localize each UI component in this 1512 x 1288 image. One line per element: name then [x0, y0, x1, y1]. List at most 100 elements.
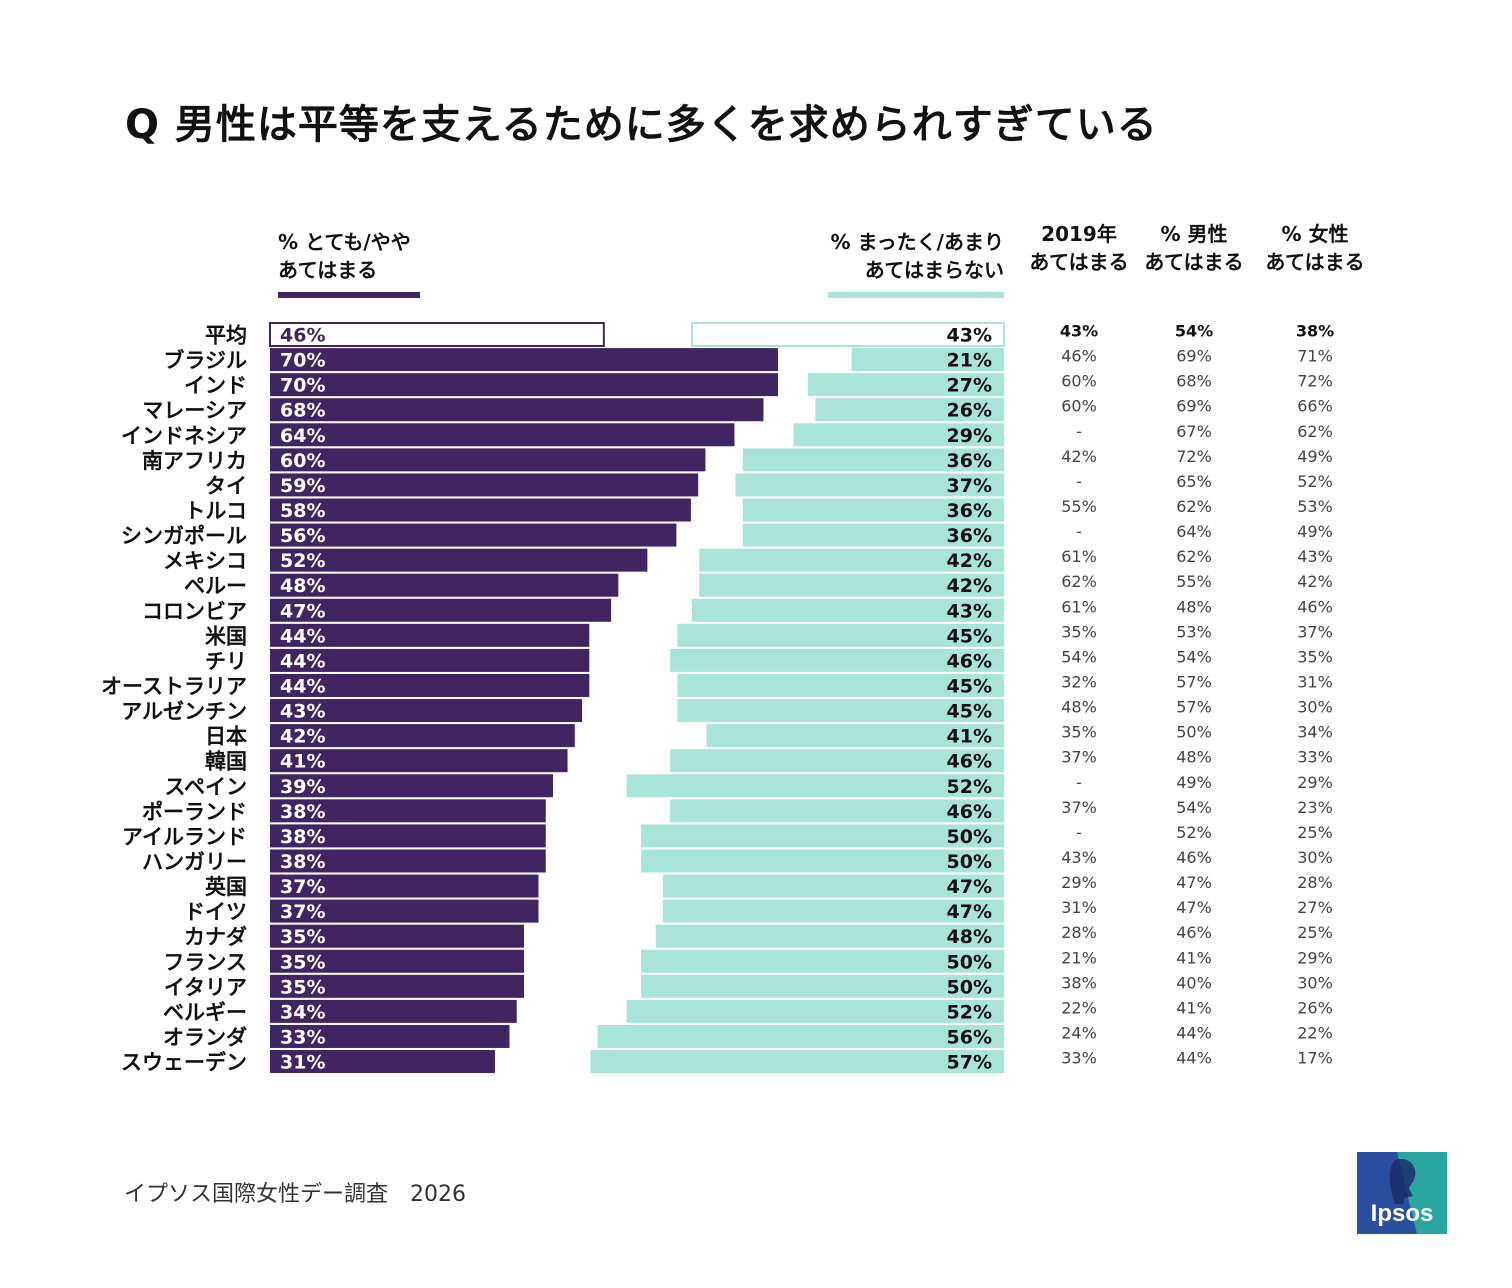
bar-agree [270, 874, 539, 898]
table-cell-men: 54% [1176, 798, 1212, 817]
table-cell-men: 72% [1176, 447, 1212, 466]
category-label: トルコ [184, 499, 247, 523]
bar-agree-value-label: 52% [280, 550, 325, 572]
bar-disagree [699, 548, 1004, 572]
table-cell-women: 46% [1297, 597, 1333, 616]
category-label: アルゼンチン [121, 700, 247, 724]
bar-agree-value-label: 56% [280, 525, 325, 547]
bar-disagree-value-label: 48% [947, 926, 992, 948]
bar-disagree-value-label: 41% [947, 726, 992, 748]
table-cell-women: 26% [1297, 998, 1333, 1017]
table-cell-y2019: 61% [1061, 547, 1097, 566]
table-cell-women: 23% [1297, 798, 1333, 817]
table-cell-y2019: 62% [1061, 572, 1097, 591]
bar-agree [270, 974, 524, 998]
legend-agree-swatch [278, 292, 420, 298]
bar-disagree [742, 448, 1004, 472]
bar-disagree [691, 598, 1004, 622]
category-label: カナダ [184, 925, 247, 949]
table-cell-women: 49% [1297, 447, 1333, 466]
bar-disagree-value-label: 42% [947, 550, 992, 572]
bar-disagree-value-label: 47% [947, 901, 992, 923]
legend-disagree-label: % まったく/あまり あてはまらない [830, 230, 1004, 282]
bar-disagree [641, 974, 1004, 998]
bar-agree-value-label: 42% [280, 726, 325, 748]
bar-disagree-value-label: 45% [947, 625, 992, 647]
table-cell-y2019: 54% [1061, 647, 1097, 666]
bar-agree-value-label: 39% [280, 776, 325, 798]
bar-disagree-value-label: 36% [947, 450, 992, 472]
bar-agree-value-label: 33% [280, 1026, 325, 1048]
bar-disagree [670, 648, 1004, 672]
bar-disagree [662, 874, 1004, 898]
bar-disagree [677, 623, 1004, 647]
category-label: コロンビア [142, 599, 247, 623]
bar-agree [270, 473, 699, 497]
category-label: スペイン [164, 775, 247, 799]
table-cell-men: 46% [1176, 848, 1212, 867]
category-label: 日本 [205, 725, 247, 749]
bar-agree-value-label: 41% [280, 751, 325, 773]
table-cell-women: 30% [1297, 848, 1333, 867]
bar-disagree [626, 774, 1004, 798]
bar-disagree-value-label: 29% [947, 425, 992, 447]
table-cell-women: 53% [1297, 497, 1333, 516]
bar-disagree-average [690, 322, 1005, 347]
table-cell-men: 50% [1176, 723, 1212, 742]
table-cell-men: 41% [1176, 998, 1212, 1017]
table-cell-y2019: 60% [1061, 372, 1097, 391]
table-cell-women: 29% [1297, 948, 1333, 967]
category-label: 平均 [205, 324, 247, 348]
category-label: オランダ [163, 1025, 247, 1049]
bar-agree [270, 824, 546, 848]
table-cell-y2019: - [1076, 823, 1082, 842]
bar-disagree-value-label: 56% [947, 1026, 992, 1048]
table-cell-women: 34% [1297, 723, 1333, 742]
bar-disagree [670, 749, 1004, 773]
table-cell-y2019: 61% [1061, 597, 1097, 616]
bar-disagree-value-label: 26% [947, 400, 992, 422]
column-header-2019: 2019年 あてはまる [1029, 222, 1129, 274]
table-cell-women: 42% [1297, 572, 1333, 591]
bar-disagree-value-label: 47% [947, 876, 992, 898]
bar-agree [270, 548, 648, 572]
table-cell-y2019: 31% [1061, 898, 1097, 917]
table-cell-women: 43% [1297, 547, 1333, 566]
table-cell-men: 52% [1176, 823, 1212, 842]
table-cell-y2019: 35% [1061, 723, 1097, 742]
bar-agree [270, 423, 735, 447]
category-label: ペルー [184, 574, 247, 598]
category-label: ベルギー [163, 1000, 247, 1024]
table-cell-men: 47% [1176, 873, 1212, 892]
table-cell-women: 29% [1297, 773, 1333, 792]
table-cell-women: 30% [1297, 698, 1333, 717]
bar-agree [270, 924, 524, 948]
bar-agree-average [269, 322, 605, 347]
table-cell-y2019: 55% [1061, 497, 1097, 516]
table-cell-women: 38% [1296, 322, 1334, 341]
category-label: マレーシア [142, 399, 247, 423]
bar-disagree [670, 799, 1004, 823]
bar-disagree [677, 673, 1004, 697]
category-label: 米国 [205, 624, 247, 648]
category-label: インド [184, 374, 247, 398]
bar-disagree-value-label: 50% [947, 951, 992, 973]
bar-disagree-value-label: 52% [947, 776, 992, 798]
category-label: シンガポール [121, 524, 247, 548]
table-cell-y2019: 60% [1061, 397, 1097, 416]
bar-disagree-value-label: 50% [947, 851, 992, 873]
bar-disagree [808, 373, 1004, 397]
bar-agree-value-label: 35% [280, 926, 325, 948]
bar-disagree [815, 398, 1004, 422]
bar-disagree-value-label: 43% [947, 600, 992, 622]
table-cell-women: 31% [1297, 672, 1333, 691]
table-cell-men: 54% [1175, 322, 1213, 341]
bar-agree [270, 999, 517, 1023]
bar-disagree [626, 999, 1004, 1023]
bar-agree [270, 573, 619, 597]
bar-agree [270, 1050, 495, 1074]
category-label: フランス [163, 950, 247, 974]
bar-agree-value-label: 35% [280, 951, 325, 973]
bar-disagree [641, 849, 1004, 873]
table-cell-y2019: 24% [1061, 1023, 1097, 1042]
